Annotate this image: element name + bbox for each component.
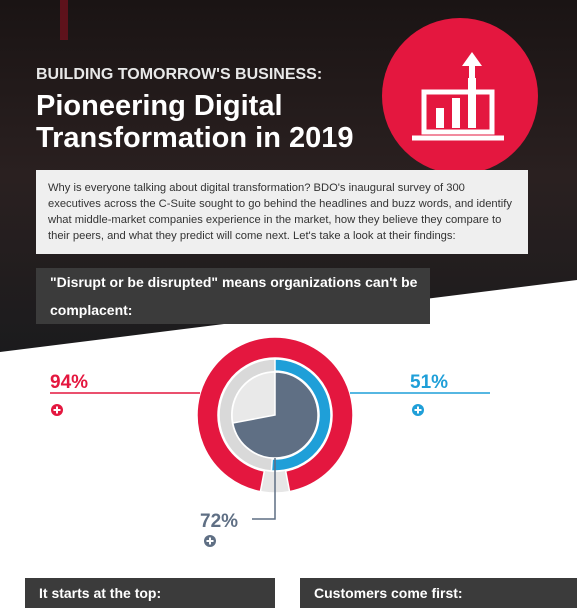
ring-segment [270,358,332,472]
value-label: 94% [50,372,88,393]
value-label: 51% [410,372,448,393]
value-label: 72% [200,511,238,532]
title: Transformation in 2019 [36,122,354,154]
intro-text: Why is everyone talking about digital tr… [36,170,528,254]
plus-icon [206,537,214,545]
section-heading: "Disrupt or be disrupted" means organiza… [36,268,430,324]
ring-segment [231,371,319,459]
kicker: BUILDING TOMORROW'S BUSINESS: [36,66,323,83]
plus-icon [53,406,61,414]
title: Pioneering Digital [36,90,283,122]
ring-segment [196,336,354,493]
plus-icon [414,406,422,414]
section-heading: Customers come first: [300,578,577,608]
leader-line [252,458,276,520]
section-heading: It starts at the top: [25,578,275,608]
